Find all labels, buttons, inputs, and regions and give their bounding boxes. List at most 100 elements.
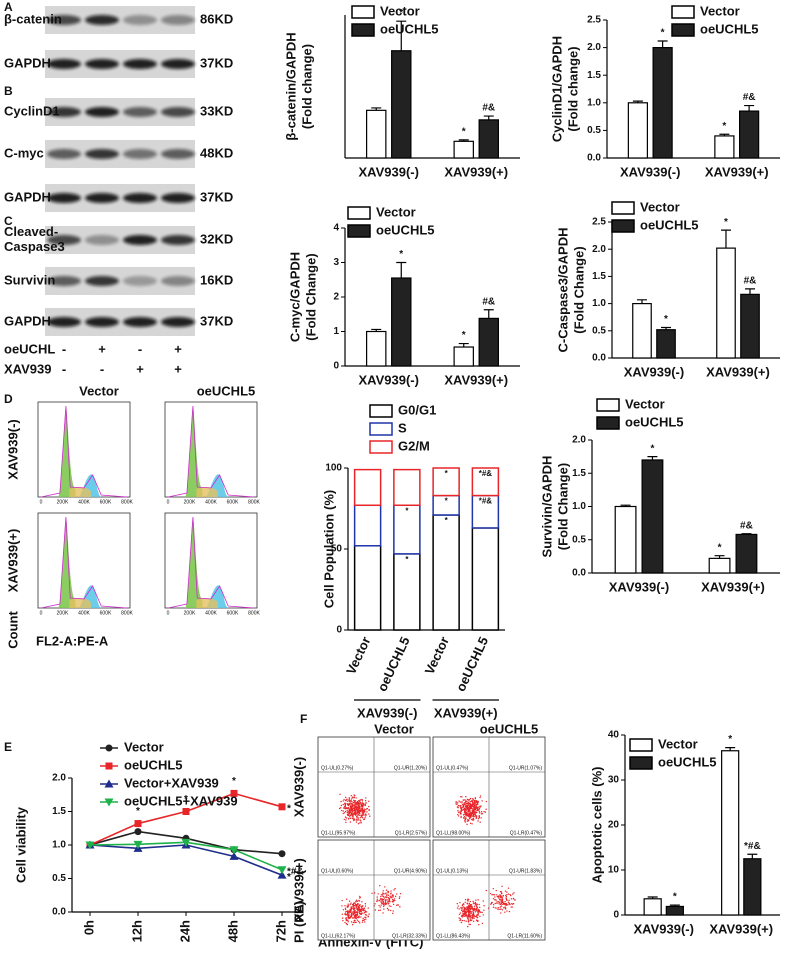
axis-label: FL2-A:PE-A [36,633,109,648]
blot-band [161,15,195,25]
dot [356,907,358,910]
dot [484,811,487,813]
quadrant-label: Q1-UL(0.27%) [321,765,354,771]
dot [357,907,359,910]
dot [502,902,505,905]
point [229,851,239,860]
dot [347,813,349,816]
dot [343,818,345,821]
dot [387,894,390,896]
dot [463,815,466,818]
bar-segment [353,504,382,547]
dot [351,807,353,809]
dot [350,803,353,805]
dot [353,794,355,796]
x-tick-label: XAV939(-) [609,579,669,594]
dot [354,911,357,914]
dot [457,811,460,814]
error-bar [396,20,407,51]
dot [479,915,481,918]
dot [343,798,345,801]
bar [453,140,474,159]
dot [489,892,492,895]
blot-band [161,193,195,203]
dot [475,817,477,820]
y-tick-label: 1.5 [52,806,66,817]
treatment-mark: + [98,341,106,356]
dot [496,894,498,896]
dot [467,803,469,805]
dot [495,899,497,901]
dot [472,920,475,923]
dot [358,910,361,913]
dot [358,912,361,914]
histogram-tick: 0 [40,499,43,505]
y-axis-label: (Fold change) [299,44,314,129]
dot [355,806,357,809]
blot-kd: 32KD [200,231,233,246]
dot [459,901,461,904]
dot [469,822,472,825]
histogram-tick: 400K [205,610,217,616]
dot [513,892,515,894]
blot-band [85,235,119,245]
quadrant-label: Q1-LL(62.17%) [321,933,356,939]
dot [466,811,469,813]
error-bar [714,555,725,559]
histogram-g1 [185,518,203,608]
dot [356,810,359,813]
dot [398,897,401,900]
dot [476,914,478,917]
dot [460,808,462,810]
dot [463,805,465,807]
dot [467,811,470,813]
dot [470,807,472,809]
legend-label: oeUCHL5 [700,21,759,36]
treatment-label: oeUCHL [4,341,55,356]
dot [365,809,367,811]
bar [632,303,652,359]
dot [500,908,502,910]
bar [643,898,662,916]
significance: #& [740,520,753,531]
point [230,789,238,797]
dot [353,818,356,820]
column-header: oeUCHL5 [480,721,539,736]
bar [714,135,735,159]
y-axis-label: Cell Population (%) [321,490,336,608]
dot [461,909,463,912]
dot [500,900,502,902]
dot [474,802,477,804]
dot [457,815,460,817]
dot [466,798,469,801]
legend-label: Vector [640,199,680,214]
dot [384,901,387,904]
dot [347,818,350,820]
dot [349,816,351,818]
error-bar [647,896,658,899]
dot [499,903,502,906]
dot [396,893,398,895]
histogram-s [196,598,218,608]
dot [348,797,350,799]
blot-kd: 37KD [200,189,233,204]
dot [464,808,466,810]
dot [492,906,495,908]
dot [478,810,480,813]
dot [362,813,365,815]
dot [365,918,367,920]
dot [377,893,379,895]
treatment-mark: - [62,361,66,376]
dot [458,917,460,919]
dot [467,913,470,915]
dot [351,803,354,805]
histogram-tick: 200K [57,499,69,505]
histogram-tick: 800K [248,610,260,616]
dot [460,806,462,809]
quadrant-label: Q1-LL(98.00%) [436,830,471,836]
blot-band [123,59,157,69]
dot [473,905,476,908]
point [278,803,286,811]
histogram-s [69,598,91,608]
dot [472,813,475,816]
